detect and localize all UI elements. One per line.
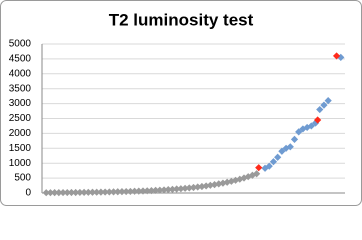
chart: T2 luminosity test 0 500 1000 1500 2000 2500 3… — [0, 0, 362, 206]
data-point — [290, 135, 299, 143]
data-point — [299, 125, 307, 133]
data-point — [194, 183, 202, 191]
data-point — [114, 188, 122, 196]
y-tick-label: 3500 — [9, 83, 32, 94]
data-point — [316, 105, 324, 114]
data-point — [105, 188, 113, 196]
y-tick-label: 2000 — [9, 128, 32, 139]
data-point — [177, 185, 185, 193]
data-point — [286, 143, 294, 151]
data-point — [332, 52, 341, 60]
data-point — [324, 97, 332, 105]
data-point — [255, 164, 263, 172]
data-point — [122, 187, 130, 196]
data-point — [253, 170, 261, 178]
data-point — [72, 188, 80, 197]
y-tick-label: 3000 — [9, 98, 32, 109]
data-point — [67, 188, 76, 197]
y-tick-label: 1000 — [9, 158, 32, 169]
data-point — [265, 162, 273, 170]
data-point — [198, 182, 206, 191]
data-point — [101, 188, 109, 196]
data-point — [181, 184, 189, 192]
y-tick-label: 1500 — [9, 143, 32, 154]
data-point — [152, 186, 160, 195]
data-point — [189, 183, 198, 192]
y-tick-label: 4000 — [9, 68, 32, 79]
data-point — [63, 188, 71, 197]
data-point — [168, 185, 177, 193]
data-point — [164, 186, 172, 194]
data-point — [76, 188, 84, 197]
data-point — [93, 188, 101, 196]
data-point — [84, 188, 92, 196]
data-point — [88, 188, 97, 196]
y-tick-label: 4500 — [9, 54, 32, 65]
data-point — [135, 187, 143, 195]
chart-frame — [0, 0, 362, 206]
y-tick-label: 500 — [14, 173, 31, 184]
data-point — [55, 189, 63, 197]
data-point — [185, 184, 193, 192]
data-point — [130, 187, 139, 195]
y-tick-label: 0 — [25, 188, 31, 199]
y-tick-label: 5000 — [9, 39, 32, 50]
data-point — [109, 188, 118, 196]
data-point — [97, 188, 105, 196]
y-tick-label: 2500 — [9, 113, 32, 124]
data-point — [311, 119, 320, 127]
data-point — [42, 189, 50, 197]
data-point — [261, 164, 269, 172]
data-point — [320, 101, 328, 109]
data-point — [139, 187, 147, 195]
data-point — [156, 186, 164, 194]
data-point — [80, 188, 88, 196]
data-point — [173, 185, 181, 193]
data-point — [147, 187, 156, 195]
data-point — [118, 188, 126, 196]
data-point — [314, 116, 322, 124]
data-point — [274, 153, 282, 161]
data-point — [160, 186, 168, 194]
data-point — [143, 187, 151, 195]
data-point — [269, 158, 278, 166]
data-point — [51, 189, 59, 197]
data-point — [59, 188, 67, 197]
data-point — [126, 187, 134, 196]
chart-title: T2 luminosity test — [109, 10, 254, 29]
data-point — [46, 189, 55, 197]
